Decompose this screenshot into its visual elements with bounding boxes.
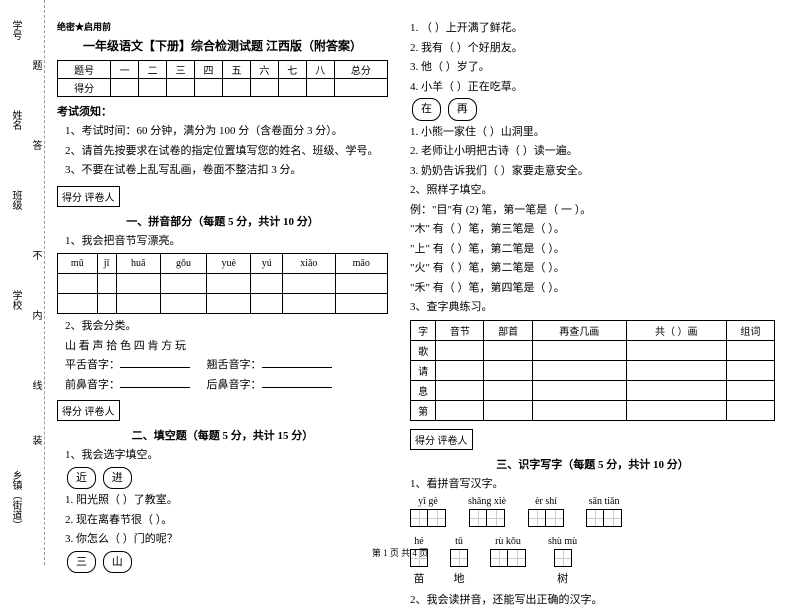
bind-mark: 不 <box>28 250 43 260</box>
scorer-box: 得分 评卷人 <box>410 429 473 450</box>
bind-label: 班级 <box>8 190 23 210</box>
fill-item: "木" 有（ ）笔，第三笔是（ ）。 <box>410 221 775 238</box>
score-head: 五 <box>222 61 250 79</box>
pinyin-table: mǔ jī huā gǒu yuè yú xiǎo māo <box>57 253 388 314</box>
fill-item: "火" 有（ ）笔，第二笔是（ ）。 <box>410 260 775 277</box>
section3-title: 三、识字写字（每题 5 分，共计 10 分） <box>410 456 775 472</box>
pinyin-label: sān tiān <box>586 496 622 507</box>
fill-line: 平舌音字： 翘舌音字： <box>65 357 388 374</box>
lookup-head: 部首 <box>484 320 532 340</box>
bind-mark: 线 <box>28 380 43 390</box>
example: 例："目"有 (2) 笔，第一笔是（ 一 ）。 <box>410 202 775 219</box>
fill-item: 4. 小羊（ ）正在吃草。 <box>410 79 775 96</box>
bind-label: 乡镇（街道） <box>8 470 23 530</box>
q-text: 1、我会选字填空。 <box>65 447 388 464</box>
char-options: 在 再 <box>410 98 775 121</box>
pinyin-label: yī gè <box>410 496 446 507</box>
score-head: 六 <box>250 61 278 79</box>
score-head: 七 <box>278 61 306 79</box>
notice-item: 2、请首先按要求在试卷的指定位置填写您的姓名、班级、学号。 <box>65 143 388 160</box>
bind-label: 学号 <box>8 20 23 40</box>
score-table: 题号 一 二 三 四 五 六 七 八 总分 得分 <box>57 60 388 97</box>
pinyin-cell: yuè <box>207 254 251 274</box>
char-option: 再 <box>448 98 477 121</box>
score-row-label: 得分 <box>58 79 111 97</box>
lookup-head: 字 <box>411 320 436 340</box>
fill-item: 3. 他（ ）岁了。 <box>410 59 775 76</box>
char-hint: 地 <box>450 570 468 586</box>
right-column: 1. （ ）上开满了鲜花。 2. 我有（ ）个好朋友。 3. 他（ ）岁了。 4… <box>400 0 795 565</box>
bind-mark: 题 <box>28 60 43 70</box>
fill-line: 前鼻音字： 后鼻音字： <box>65 377 388 394</box>
score-head: 三 <box>167 61 195 79</box>
lookup-head: 再查几画 <box>532 320 626 340</box>
bind-mark: 内 <box>28 310 43 320</box>
lookup-char: 息 <box>411 380 436 400</box>
notice-item: 1、考试时间：60 分钟，满分为 100 分（含卷面分 3 分）。 <box>65 123 388 140</box>
lookup-head: 共（ ）画 <box>626 320 726 340</box>
pinyin-cell: huā <box>116 254 160 274</box>
q-text: 2、我会读拼音，还能写出正确的汉字。 <box>410 592 775 609</box>
char-option: 在 <box>412 98 441 121</box>
fill-item: 1. 阳光照（ ）了教室。 <box>65 492 388 509</box>
exam-page: 学号 姓名 班级 学校 乡镇（街道） 题 答 不 内 线 装 绝密★启用前 一年… <box>0 0 800 565</box>
score-head: 题号 <box>58 61 111 79</box>
lookup-head: 组词 <box>726 320 774 340</box>
notice-item: 3、不要在试卷上乱写乱画，卷面不整洁扣 3 分。 <box>65 162 388 179</box>
char-options: 近 进 <box>65 467 388 490</box>
q-text: 2、照样子填空。 <box>410 182 775 199</box>
pinyin-cell: gǒu <box>160 254 206 274</box>
bind-mark: 装 <box>28 435 43 445</box>
fill-item: 1. （ ）上开满了鲜花。 <box>410 20 775 37</box>
pinyin-cell: yú <box>251 254 283 274</box>
char-option: 近 <box>67 467 96 490</box>
score-head: 总分 <box>334 61 387 79</box>
lookup-head: 音节 <box>436 320 484 340</box>
section1-title: 一、拼音部分（每题 5 分，共计 10 分） <box>57 213 388 229</box>
char-hint: 树 <box>548 570 577 586</box>
pinyin-cell: xiǎo <box>283 254 335 274</box>
pinyin-cell: mǔ <box>58 254 98 274</box>
notice-title: 考试须知： <box>57 103 388 119</box>
fill-item: 2. 现在离春节很（ ）。 <box>65 512 388 529</box>
fill-item: 2. 我有（ ）个好朋友。 <box>410 40 775 57</box>
q-text: 3、查字典练习。 <box>410 299 775 316</box>
score-head: 一 <box>111 61 139 79</box>
pinyin-cell: māo <box>335 254 387 274</box>
secret-tag: 绝密★启用前 <box>57 20 388 33</box>
scorer-box: 得分 评卷人 <box>57 186 120 207</box>
pinyin-label: shǎng xiè <box>468 496 506 507</box>
zibox-row: hé苗 tǔ地 rù kǒu shù mù树 <box>410 536 775 586</box>
q-text: 2、我会分类。 <box>65 318 388 335</box>
score-head: 四 <box>195 61 223 79</box>
q-text: 1、看拼音写汉字。 <box>410 476 775 493</box>
char-option: 进 <box>103 467 132 490</box>
fill-item: 1. 小熊一家住（ ）山洞里。 <box>410 124 775 141</box>
zibox-row: yī gè shǎng xiè èr shí sān tiān <box>410 496 775 530</box>
fill-item: "禾" 有（ ）笔，第四笔是（ ）。 <box>410 280 775 297</box>
fill-item: 3. 奶奶告诉我们（ ）家要走意安全。 <box>410 163 775 180</box>
pinyin-cell: jī <box>97 254 116 274</box>
lookup-char: 第 <box>411 400 436 420</box>
scorer-box: 得分 评卷人 <box>57 400 120 421</box>
exam-title: 一年级语文【下册】综合检测试题 江西版（附答案） <box>57 37 388 54</box>
bind-label: 学校 <box>8 290 23 310</box>
fill-item: "上" 有（ ）笔，第二笔是（ ）。 <box>410 241 775 258</box>
char-hint: 苗 <box>410 570 428 586</box>
lookup-char: 请 <box>411 360 436 380</box>
lookup-table: 字 音节 部首 再查几画 共（ ）画 组词 歌 请 息 第 <box>410 320 775 421</box>
score-head: 二 <box>139 61 167 79</box>
bind-mark: 答 <box>28 140 43 150</box>
page-footer: 第 1 页 共 4 页 <box>0 546 800 559</box>
score-head: 八 <box>306 61 334 79</box>
bind-label: 姓名 <box>8 110 23 130</box>
section2-title: 二、填空题（每题 5 分，共计 15 分） <box>57 427 388 443</box>
q-text: 山 看 声 拾 色 四 肯 方 玩 <box>65 338 388 355</box>
q-text: 1、我会把音节写漂亮。 <box>65 233 388 250</box>
pinyin-label: èr shí <box>528 496 564 507</box>
left-column: 绝密★启用前 一年级语文【下册】综合检测试题 江西版（附答案） 题号 一 二 三… <box>45 0 400 565</box>
binding-margin: 学号 姓名 班级 学校 乡镇（街道） 题 答 不 内 线 装 <box>0 0 45 565</box>
lookup-char: 歌 <box>411 340 436 360</box>
fill-item: 2. 老师让小明把古诗（ ）读一遍。 <box>410 143 775 160</box>
